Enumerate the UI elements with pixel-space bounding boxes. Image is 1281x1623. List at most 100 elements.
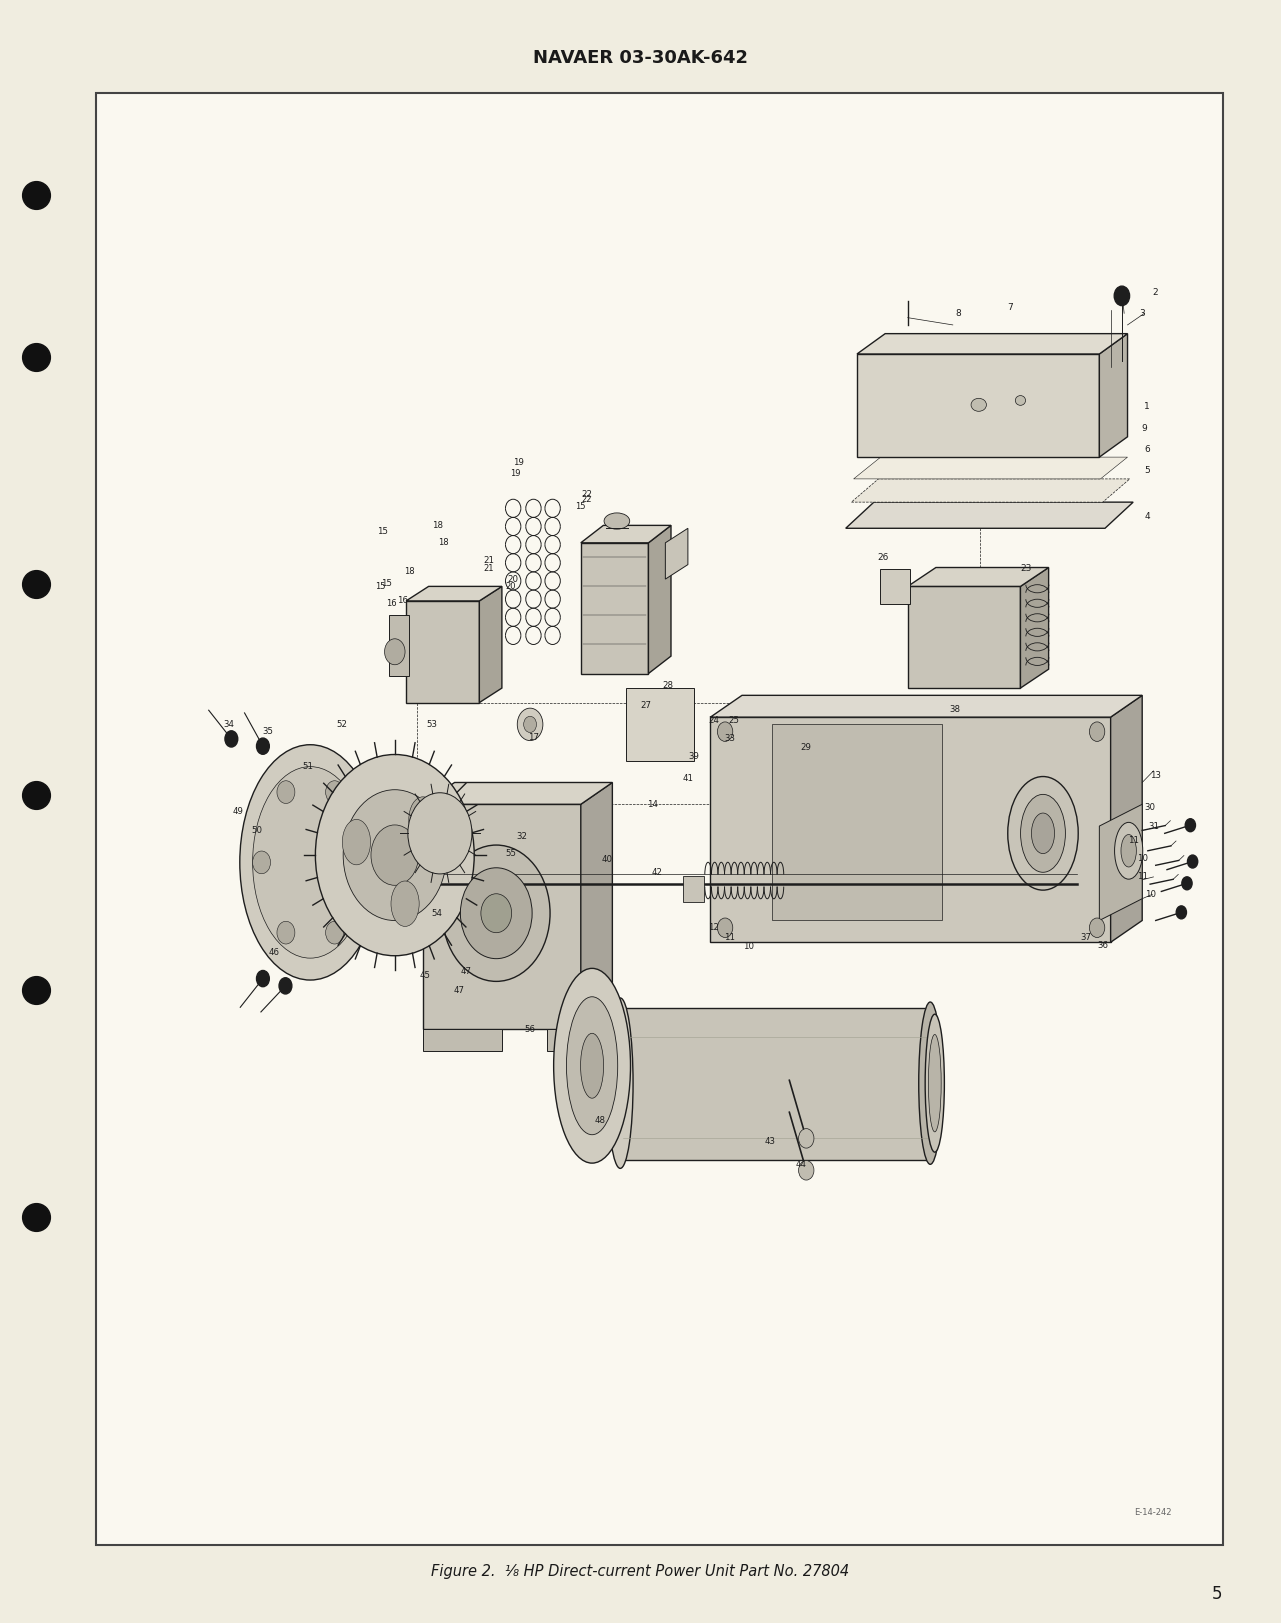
Ellipse shape — [607, 998, 633, 1169]
Text: 55: 55 — [506, 849, 516, 859]
Circle shape — [279, 977, 292, 993]
Text: 14: 14 — [647, 800, 658, 808]
Polygon shape — [423, 1029, 502, 1052]
Text: 49: 49 — [233, 807, 243, 816]
Text: 51: 51 — [302, 763, 314, 771]
Circle shape — [384, 639, 405, 665]
Text: 8: 8 — [956, 308, 961, 318]
Text: 28: 28 — [662, 680, 673, 690]
Text: 16: 16 — [386, 599, 397, 609]
Circle shape — [717, 722, 733, 742]
Text: 24: 24 — [708, 716, 720, 724]
Polygon shape — [580, 782, 612, 1029]
Text: 9: 9 — [1141, 424, 1146, 433]
Ellipse shape — [1008, 776, 1079, 889]
Text: 19: 19 — [510, 469, 520, 477]
Text: 5: 5 — [1212, 1584, 1222, 1604]
Circle shape — [524, 716, 537, 732]
Polygon shape — [857, 334, 1127, 354]
Circle shape — [325, 922, 343, 945]
Text: 45: 45 — [420, 971, 430, 980]
Text: 6: 6 — [1144, 445, 1150, 454]
Text: 32: 32 — [516, 831, 528, 841]
Text: 4: 4 — [1144, 513, 1150, 521]
Circle shape — [1176, 906, 1186, 919]
Text: 20: 20 — [507, 575, 519, 584]
Text: 42: 42 — [652, 868, 664, 876]
Ellipse shape — [929, 1034, 942, 1131]
Text: 47: 47 — [453, 985, 465, 995]
Bar — [683, 875, 703, 901]
Text: 3: 3 — [1139, 308, 1144, 318]
Text: NAVAER 03-30AK-642: NAVAER 03-30AK-642 — [533, 49, 748, 68]
Circle shape — [315, 755, 474, 956]
Polygon shape — [620, 1008, 930, 1160]
Text: 52: 52 — [337, 721, 347, 729]
Text: 12: 12 — [708, 923, 720, 932]
Ellipse shape — [925, 1014, 944, 1152]
Polygon shape — [908, 586, 1021, 688]
Text: 20: 20 — [506, 583, 516, 591]
Text: 34: 34 — [224, 721, 234, 729]
Polygon shape — [1099, 334, 1127, 458]
Circle shape — [1089, 919, 1104, 938]
Text: 15: 15 — [375, 583, 386, 591]
FancyBboxPatch shape — [96, 93, 1223, 1545]
Polygon shape — [711, 695, 1143, 717]
Text: 41: 41 — [683, 774, 693, 782]
Text: 36: 36 — [1098, 941, 1108, 949]
Ellipse shape — [1031, 813, 1054, 854]
Polygon shape — [648, 526, 671, 674]
Text: 11: 11 — [724, 933, 735, 943]
Text: 25: 25 — [729, 716, 739, 724]
Text: 50: 50 — [252, 826, 263, 834]
Text: 15: 15 — [377, 527, 388, 536]
Text: 22: 22 — [582, 495, 592, 503]
Text: 54: 54 — [430, 909, 442, 917]
Circle shape — [256, 971, 269, 987]
Circle shape — [460, 868, 532, 959]
Text: 46: 46 — [269, 948, 279, 958]
Text: 21: 21 — [483, 565, 493, 573]
Text: 18: 18 — [438, 539, 448, 547]
Circle shape — [1185, 818, 1195, 831]
Text: 39: 39 — [688, 751, 699, 761]
Text: 53: 53 — [427, 721, 438, 729]
Text: 35: 35 — [261, 727, 273, 737]
Text: 13: 13 — [1150, 771, 1161, 779]
Text: 27: 27 — [640, 701, 652, 709]
Text: 40: 40 — [601, 855, 612, 863]
Polygon shape — [580, 542, 648, 674]
Text: 18: 18 — [404, 568, 415, 576]
Text: 7: 7 — [1007, 304, 1013, 312]
Circle shape — [256, 738, 269, 755]
Ellipse shape — [342, 820, 370, 865]
Text: 56: 56 — [525, 1026, 535, 1034]
Polygon shape — [423, 805, 580, 1029]
Text: 22: 22 — [582, 490, 592, 500]
Text: 16: 16 — [397, 596, 409, 605]
Circle shape — [1182, 876, 1193, 889]
Text: 11: 11 — [1136, 873, 1148, 881]
Text: 30: 30 — [1145, 803, 1155, 812]
Ellipse shape — [580, 1034, 603, 1099]
Circle shape — [518, 708, 543, 740]
Text: 15: 15 — [575, 502, 585, 511]
Polygon shape — [711, 717, 1111, 943]
Circle shape — [277, 781, 295, 803]
Circle shape — [350, 850, 368, 873]
Text: 10: 10 — [1136, 854, 1148, 862]
Text: 31: 31 — [1148, 821, 1159, 831]
Text: 44: 44 — [796, 1160, 806, 1169]
Circle shape — [798, 1128, 813, 1147]
Polygon shape — [389, 615, 410, 677]
Text: E-14-242: E-14-242 — [1135, 1508, 1172, 1518]
Polygon shape — [626, 688, 693, 761]
Ellipse shape — [1016, 396, 1026, 406]
Circle shape — [225, 730, 238, 747]
Text: 48: 48 — [594, 1117, 606, 1125]
Polygon shape — [580, 526, 671, 542]
Text: 19: 19 — [514, 458, 524, 467]
Polygon shape — [908, 568, 1049, 586]
Ellipse shape — [971, 398, 986, 411]
